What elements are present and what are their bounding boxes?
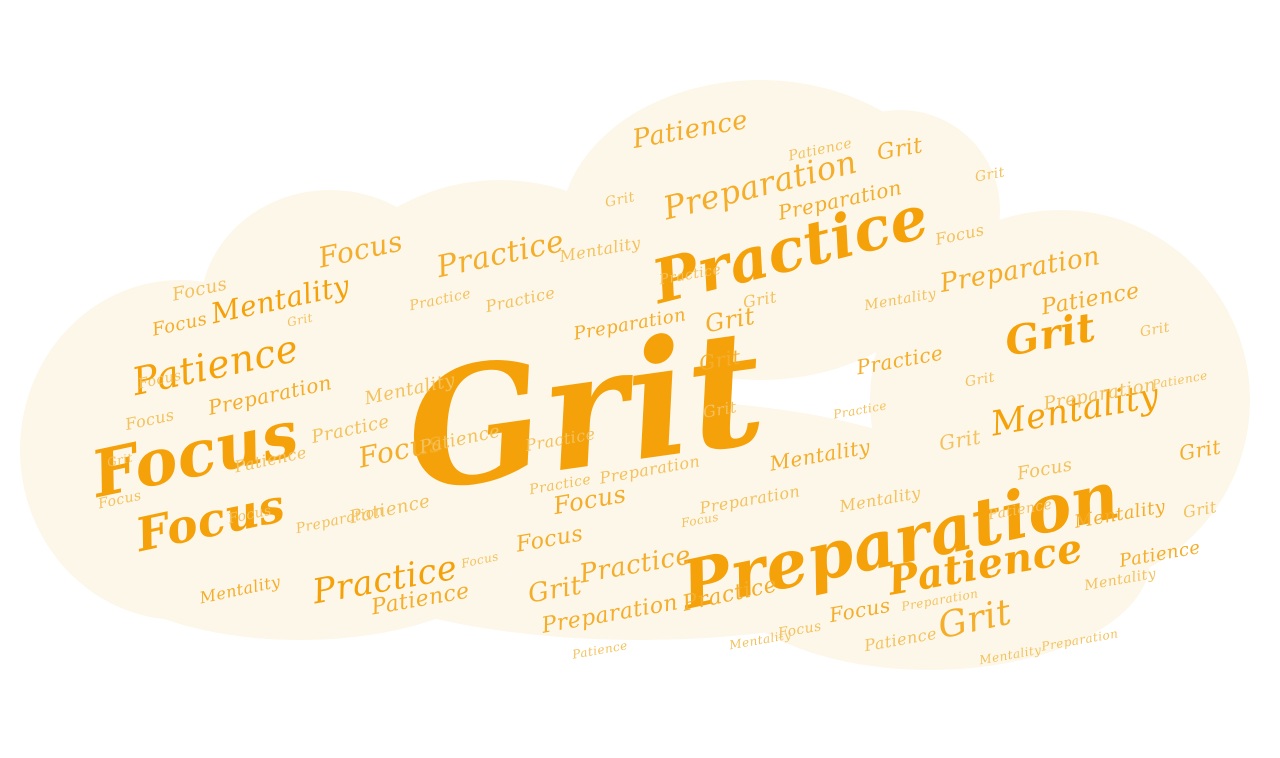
word-patience: Patience xyxy=(1151,368,1209,392)
word-grit: Grit xyxy=(973,164,1007,186)
word-patience: Patience xyxy=(629,105,750,155)
word-grit: Grit xyxy=(285,310,315,330)
word-mentality: Mentality xyxy=(557,233,643,267)
word-patience: Patience xyxy=(862,623,938,656)
word-mentality: Mentality xyxy=(727,627,793,653)
word-practice: Practice xyxy=(576,540,693,590)
word-grit: Grit xyxy=(741,287,779,312)
word-practice: Practice xyxy=(433,223,568,286)
word-focus: Focus xyxy=(827,592,893,628)
word-mentality: Mentality xyxy=(207,268,352,331)
cloud-lobe-bottom-left xyxy=(100,480,500,640)
word-grit: Grit xyxy=(603,189,637,211)
word-mentality: Mentality xyxy=(862,285,937,315)
cloud-lobe-bottom-right xyxy=(710,450,1150,670)
word-grit: Grit xyxy=(525,570,585,610)
word-practice: Practice xyxy=(854,340,946,380)
word-grit: Grit xyxy=(1138,319,1172,341)
word-preparation: Preparation xyxy=(1040,626,1120,654)
word-focus: Focus xyxy=(314,224,406,275)
word-grit: Grit xyxy=(1181,497,1219,522)
word-mentality: Mentality xyxy=(1082,565,1157,595)
word-practice: Practice xyxy=(483,282,557,317)
word-grit: Grit xyxy=(937,424,983,456)
word-mentality: Mentality xyxy=(767,434,873,476)
word-grit: Grit xyxy=(963,369,997,391)
word-grit: Grit xyxy=(1177,434,1223,466)
word-practice: Practice xyxy=(832,398,888,422)
word-focus: Focus xyxy=(459,549,501,571)
word-focus: Focus xyxy=(933,220,987,249)
word-practice: Practice xyxy=(407,285,473,315)
word-grit: Grit xyxy=(875,133,925,166)
word-mentality: Mentality xyxy=(977,642,1043,668)
word-patience: Patience xyxy=(571,638,629,662)
word-preparation: Preparation xyxy=(294,502,386,538)
word-focus: Focus xyxy=(514,521,586,558)
word-focus: Focus xyxy=(150,308,210,341)
word-focus: Focus xyxy=(680,509,720,531)
word-mentality: Mentality xyxy=(197,571,283,608)
word-patience: Patience xyxy=(1117,537,1203,572)
